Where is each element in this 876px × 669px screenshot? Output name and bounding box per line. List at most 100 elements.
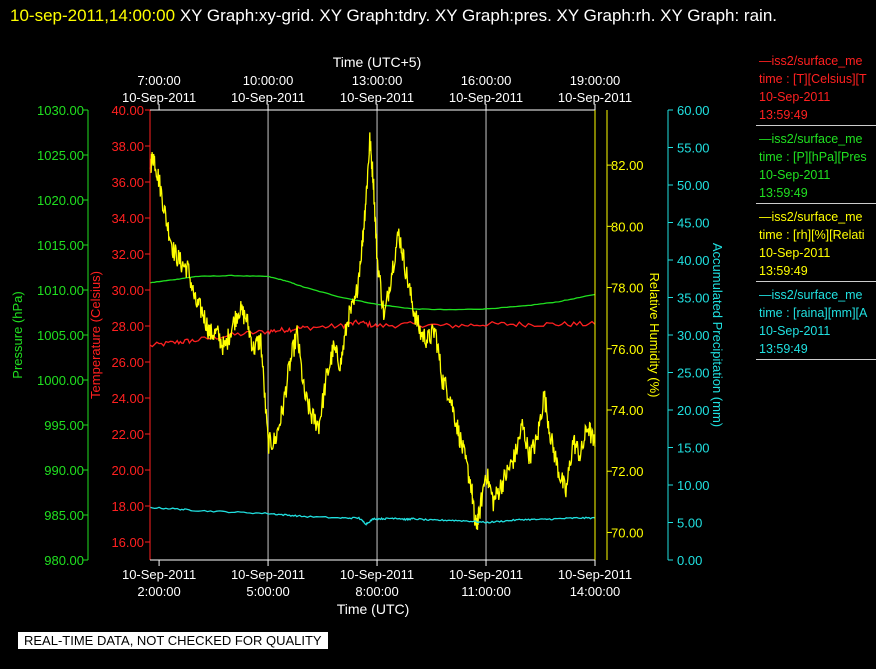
x-tick-date: 10-Sep-2011 (558, 567, 632, 582)
rh-tick-label: 78.00 (611, 281, 644, 296)
title-graph-list: XY Graph:xy-grid. XY Graph:tdry. XY Grap… (175, 6, 778, 25)
window-title: 10-sep-2011,14:00:00 XY Graph:xy-grid. X… (10, 2, 860, 30)
quality-warning: REAL-TIME DATA, NOT CHECKED FOR QUALITY (18, 632, 328, 649)
rh-tick-label: 80.00 (611, 219, 644, 234)
legend-date: 10-Sep-2011 (759, 90, 831, 104)
x-axis-label-top: Time (UTC+5) (333, 54, 422, 70)
legend-date: 10-Sep-2011 (759, 246, 831, 260)
temperature-tick-label: 40.00 (111, 103, 144, 118)
temperature-tick-label: 18.00 (111, 499, 144, 514)
precip-series-line (149, 506, 596, 526)
pressure-tick-label: 1010.00 (37, 283, 84, 298)
precip-tick-label: 60.00 (677, 103, 710, 118)
x-top-tick-time: 10:00:00 (243, 73, 294, 88)
pressure-tick-label: 995.00 (44, 418, 84, 433)
legend-name: —iss2/surface_me (759, 54, 863, 68)
x-top-tick-date: 10-Sep-2011 (449, 90, 523, 105)
precip-tick-label: 15.00 (677, 441, 710, 456)
x-tick-time: 14:00:00 (570, 584, 621, 599)
precip-axis-label: Accumulated Precipitation (mm) (710, 243, 725, 427)
temperature-axis-label: Temperature (Celsius) (88, 271, 103, 399)
pressure-tick-label: 1030.00 (37, 103, 84, 118)
legend-name: —iss2/surface_me (759, 210, 863, 224)
legend-units: time : [P][hPa][Pres (759, 150, 867, 164)
rh-tick-label: 72.00 (611, 464, 644, 479)
temperature-tick-label: 22.00 (111, 427, 144, 442)
precip-tick-label: 30.00 (677, 328, 710, 343)
x-top-tick-date: 10-Sep-2011 (231, 90, 305, 105)
precip-tick-label: 10.00 (677, 478, 710, 493)
rh-series-line (149, 132, 596, 530)
rh-tick-label: 70.00 (611, 525, 644, 540)
legend-time: 13:59:49 (759, 342, 808, 356)
legend-name: —iss2/surface_me (759, 132, 863, 146)
x-top-tick-time: 13:00:00 (352, 73, 403, 88)
pressure-tick-label: 980.00 (44, 553, 84, 568)
pressure-tick-label: 1020.00 (37, 193, 84, 208)
precip-tick-label: 0.00 (677, 553, 702, 568)
x-tick-time: 8:00:00 (355, 584, 398, 599)
rh-axis-label: Relative Humidity (%) (647, 273, 662, 398)
x-tick-date: 10-Sep-2011 (122, 567, 196, 582)
temperature-tick-label: 28.00 (111, 319, 144, 334)
legend-units: time : [T][Celsius][T (759, 72, 867, 86)
temperature-tick-label: 32.00 (111, 247, 144, 262)
pressure-tick-label: 1015.00 (37, 238, 84, 253)
x-tick-time: 2:00:00 (137, 584, 180, 599)
legend-time: 13:59:49 (759, 186, 808, 200)
legend-name: —iss2/surface_me (759, 288, 863, 302)
pressure-tick-label: 1025.00 (37, 148, 84, 163)
x-tick-date: 10-Sep-2011 (340, 567, 414, 582)
temperature-tick-label: 16.00 (111, 535, 144, 550)
temperature-series-line (149, 319, 596, 348)
x-top-tick-time: 16:00:00 (461, 73, 512, 88)
legend-units: time : [rh][%][Relati (759, 228, 865, 242)
precip-tick-label: 35.00 (677, 291, 710, 306)
precip-tick-label: 25.00 (677, 366, 710, 381)
pressure-axis-label: Pressure (hPa) (10, 291, 25, 378)
temperature-tick-label: 38.00 (111, 139, 144, 154)
temperature-tick-label: 24.00 (111, 391, 144, 406)
pressure-tick-label: 1005.00 (37, 328, 84, 343)
precip-tick-label: 40.00 (677, 253, 710, 268)
temperature-tick-label: 34.00 (111, 211, 144, 226)
legend-time: 13:59:49 (759, 264, 808, 278)
x-top-tick-date: 10-Sep-2011 (122, 90, 196, 105)
x-top-tick-time: 7:00:00 (137, 73, 180, 88)
x-tick-date: 10-Sep-2011 (449, 567, 523, 582)
pressure-series-line (149, 274, 596, 311)
legend: —iss2/surface_me time : [T][Celsius][T 10-… (756, 52, 876, 364)
temperature-tick-label: 20.00 (111, 463, 144, 478)
legend-date: 10-Sep-2011 (759, 168, 831, 182)
temperature-tick-label: 26.00 (111, 355, 144, 370)
x-top-tick-time: 19:00:00 (570, 73, 621, 88)
temperature-tick-label: 36.00 (111, 175, 144, 190)
x-axis-label-bottom: Time (UTC) (337, 601, 410, 617)
rh-tick-label: 74.00 (611, 403, 644, 418)
legend-units: time : [raina][mm][A (759, 306, 868, 320)
legend-date: 10-Sep-2011 (759, 324, 831, 338)
rh-tick-label: 76.00 (611, 342, 644, 357)
x-top-tick-date: 10-Sep-2011 (340, 90, 414, 105)
x-tick-time: 5:00:00 (246, 584, 289, 599)
title-timestamp: 10-sep-2011,14:00:00 (10, 6, 176, 25)
precip-tick-label: 45.00 (677, 216, 710, 231)
precip-tick-label: 50.00 (677, 178, 710, 193)
precip-tick-label: 5.00 (677, 516, 702, 531)
legend-time: 13:59:49 (759, 108, 808, 122)
temperature-tick-label: 30.00 (111, 283, 144, 298)
x-top-tick-date: 10-Sep-2011 (558, 90, 632, 105)
precip-tick-label: 20.00 (677, 403, 710, 418)
pressure-tick-label: 990.00 (44, 463, 84, 478)
precip-tick-label: 55.00 (677, 141, 710, 156)
rh-tick-label: 82.00 (611, 158, 644, 173)
pressure-tick-label: 1000.00 (37, 373, 84, 388)
pressure-tick-label: 985.00 (44, 508, 84, 523)
x-tick-date: 10-Sep-2011 (231, 567, 305, 582)
x-tick-time: 11:00:00 (461, 584, 511, 599)
